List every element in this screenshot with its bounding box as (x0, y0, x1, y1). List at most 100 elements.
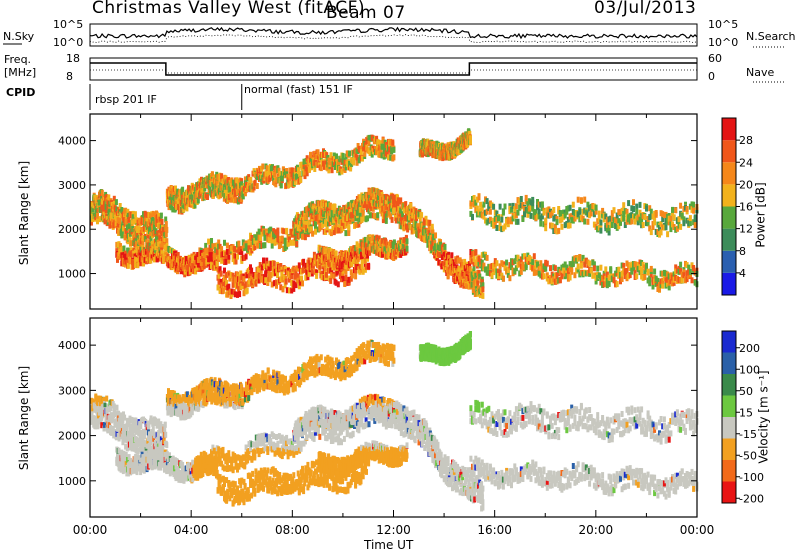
power-cell (527, 198, 531, 205)
power-cell (279, 241, 283, 248)
power-cell (256, 169, 260, 176)
power-cell (437, 259, 441, 266)
power-cell (418, 216, 422, 223)
power-cell (534, 269, 538, 276)
power-cell (408, 214, 411, 221)
power-cell (420, 212, 424, 219)
power-cell (586, 269, 590, 276)
power-cell (601, 207, 605, 214)
power-cell (261, 163, 265, 170)
power-cell (615, 281, 619, 288)
power-cell (368, 201, 372, 208)
power-cell (270, 242, 274, 249)
power-cell (226, 184, 229, 190)
power-cell (392, 146, 396, 153)
power-cell (645, 262, 648, 269)
power-cell (276, 272, 280, 279)
power-cell (589, 210, 593, 217)
power-cell (498, 263, 502, 270)
power-cell (633, 274, 637, 280)
power-cell (299, 275, 303, 282)
power-cell (167, 200, 170, 207)
power-cell (685, 217, 689, 224)
power-cell (471, 258, 474, 265)
power-cell (679, 267, 683, 274)
power-cell (136, 232, 140, 239)
power-cell (500, 226, 504, 233)
power-cell (249, 264, 252, 271)
power-cell (210, 171, 214, 178)
power-cell (358, 202, 362, 209)
power-cell (245, 287, 249, 294)
power-cell (212, 251, 216, 257)
power-cell (664, 217, 668, 224)
power-cell (268, 174, 272, 181)
power-cell (330, 213, 334, 220)
power-cell (557, 227, 561, 234)
power-cell (576, 263, 580, 270)
power-cell (142, 225, 146, 232)
power-cell (485, 266, 489, 273)
power-cell (526, 252, 530, 259)
power-cell (464, 282, 468, 289)
power-cell (680, 212, 684, 219)
power-cell (550, 222, 554, 229)
power-cell (404, 241, 408, 248)
power-cell (627, 273, 631, 280)
power-cell (514, 212, 518, 219)
power-cell (394, 217, 398, 224)
power-cell (654, 280, 658, 287)
power-cell (130, 218, 134, 225)
cpid-mode-2: normal (fast) 151 IF (244, 83, 353, 96)
power-cell (601, 282, 605, 288)
power-cell (586, 201, 590, 208)
power-cell (643, 274, 647, 280)
power-cell (303, 234, 307, 241)
power-cell (594, 224, 598, 230)
power-cell (215, 261, 219, 267)
power-cell (488, 200, 492, 207)
power-cell (359, 149, 363, 156)
power-cell (485, 269, 489, 276)
power-cell (330, 272, 334, 279)
power-cell (267, 265, 271, 272)
power-cell (375, 149, 379, 156)
power-cell (547, 212, 551, 219)
power-cell (471, 196, 474, 202)
power-cell (617, 272, 621, 279)
power-cell (455, 264, 459, 271)
power-cell (565, 264, 569, 271)
power-cell (674, 264, 678, 271)
power-cell (562, 209, 566, 216)
power-cell (622, 211, 626, 217)
power-cell (658, 282, 661, 288)
power-cell (495, 217, 499, 223)
power-cell (632, 199, 635, 206)
power-cell (537, 270, 541, 277)
power-cell (219, 270, 223, 277)
power-cell (203, 185, 207, 192)
power-cell (505, 259, 509, 266)
power-cell (488, 208, 492, 215)
power-cell (488, 264, 492, 270)
power-cell (570, 261, 574, 268)
power-cell (270, 281, 274, 288)
power-cell (409, 203, 413, 209)
power-cell (240, 249, 244, 256)
power-cell (236, 178, 240, 185)
power-cell (633, 261, 637, 268)
power-cell (342, 267, 346, 274)
power-cell (666, 231, 670, 238)
power-cell (563, 270, 567, 277)
power-cell (338, 214, 342, 221)
power-cell (651, 224, 655, 230)
power-cell (335, 214, 339, 221)
power-cell (330, 167, 334, 174)
power-cell (627, 200, 631, 207)
power-cell (196, 252, 200, 258)
power-cell (485, 208, 489, 215)
power-cell (500, 260, 504, 267)
power-cell (370, 197, 374, 204)
power-cell (518, 270, 522, 277)
power-cell (620, 262, 624, 269)
